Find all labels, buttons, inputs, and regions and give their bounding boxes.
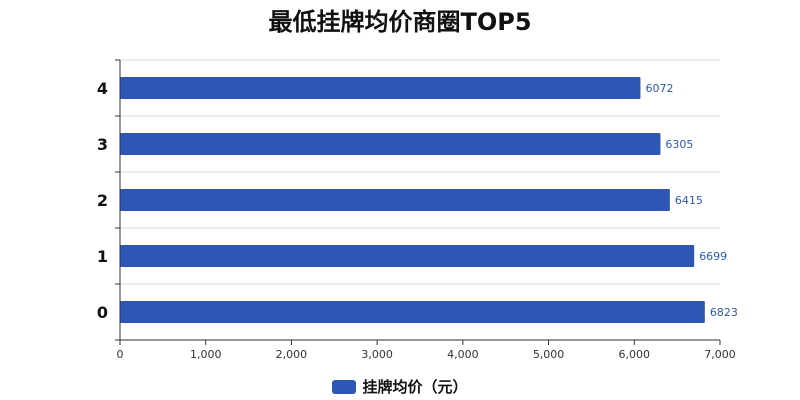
category-label: 3: [97, 135, 108, 154]
bar: [120, 77, 641, 99]
bar: [120, 301, 705, 323]
category-label: 0: [97, 303, 108, 322]
legend-swatch: [332, 380, 357, 394]
bar: [120, 245, 695, 267]
x-tick-label: 2,000: [276, 348, 308, 361]
x-tick-label: 4,000: [447, 348, 479, 361]
value-label: 6415: [675, 194, 703, 207]
x-tick-label: 1,000: [190, 348, 222, 361]
value-label: 6823: [710, 306, 738, 319]
chart-title: 最低挂牌均价商圈TOP5: [268, 8, 532, 36]
bar: [120, 189, 670, 211]
x-tick-label: 0: [117, 348, 124, 361]
value-label: 6699: [699, 250, 727, 263]
category-label: 1: [97, 247, 108, 266]
category-label: 2: [97, 191, 108, 210]
legend[interactable]: 挂牌均价（元）: [0, 376, 800, 397]
value-label: 6072: [645, 82, 673, 95]
legend-label: 挂牌均价（元）: [362, 378, 468, 396]
axes: [115, 59, 721, 345]
labels: 0 1,000 2,000 3,000 4,000 5,000 6,000 7,000 6823…: [97, 79, 738, 361]
category-label: 4: [97, 79, 108, 98]
x-tick-label: 3,000: [361, 348, 393, 361]
value-label: 6305: [665, 138, 693, 151]
x-tick-label: 6,000: [619, 348, 651, 361]
x-tick-label: 7,000: [704, 348, 736, 361]
bars: [120, 77, 705, 323]
x-tick-label: 5,000: [533, 348, 565, 361]
bar: [120, 133, 661, 155]
